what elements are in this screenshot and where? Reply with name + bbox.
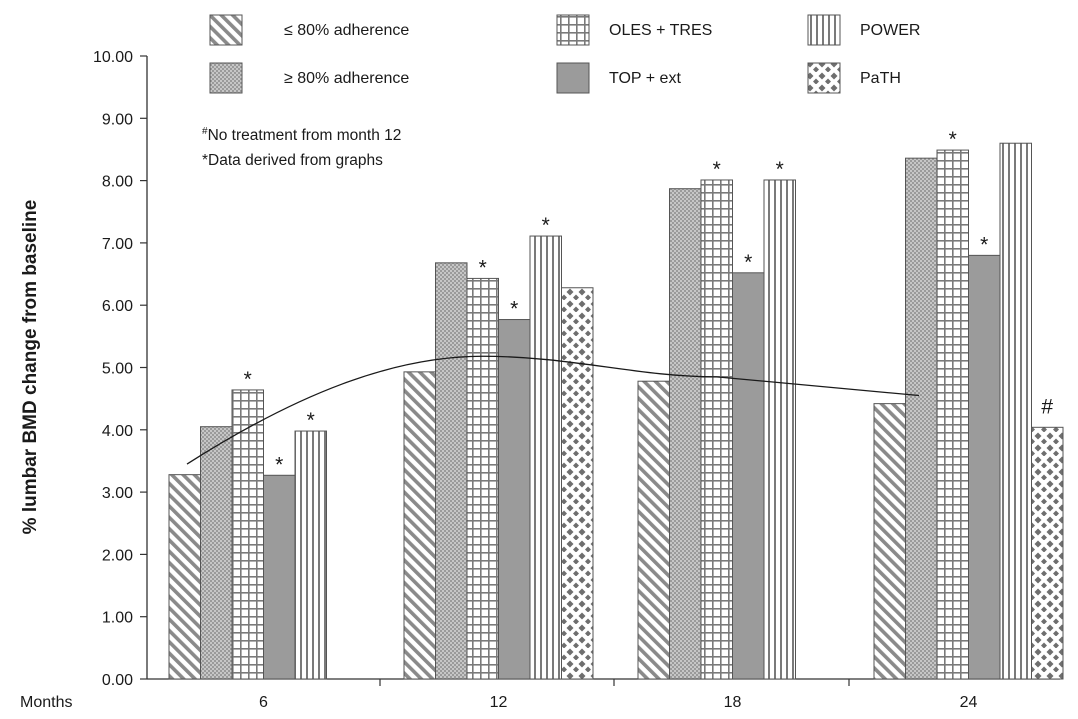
legend-swatch: [807, 62, 841, 94]
asterisk-marker: *: [510, 298, 518, 321]
y-tick-label: 10.00: [93, 49, 133, 66]
y-tick-label: 8.00: [102, 174, 133, 191]
note-text: No treatment from month 12: [208, 127, 402, 144]
legend-label: PaTH: [860, 70, 901, 87]
legend-swatch: [807, 14, 841, 46]
y-tick-label: 3.00: [102, 485, 133, 502]
y-tick-label: 1.00: [102, 610, 133, 627]
trend-line: [186, 355, 920, 465]
bar-dotted: [669, 188, 702, 680]
legend-swatch: [209, 14, 243, 46]
asterisk-marker: *: [744, 251, 752, 274]
bar-grid: [231, 389, 264, 680]
bar-vertical-lines: [294, 430, 327, 680]
note-prefix: #: [202, 126, 208, 137]
y-tick-label: 0.00: [102, 672, 133, 689]
x-axis-title: Months: [20, 694, 72, 711]
legend-label: ≥ 80% adherence: [284, 70, 409, 87]
y-tick-label: 4.00: [102, 423, 133, 440]
bar-vertical-lines: [999, 142, 1032, 680]
bar-solid-gray: [968, 254, 1001, 680]
bar-diagonal-hatch: [873, 403, 906, 680]
bar-solid-gray: [498, 319, 531, 680]
asterisk-marker: *: [542, 214, 550, 237]
bar-dotted: [905, 157, 938, 680]
asterisk-marker: *: [949, 128, 957, 151]
legend: ≤ 80% adherence ≥ 80% adherence OLES + TRE…: [209, 14, 920, 94]
bar-dotted: [435, 262, 468, 680]
x-axis-ticks: 6 12 18 24: [259, 679, 978, 711]
asterisk-marker: *: [275, 453, 283, 476]
legend-swatch: [556, 62, 590, 94]
asterisk-marker: *: [713, 158, 721, 181]
bar-grid: [466, 277, 499, 680]
note-data-derived: *Data derived from graphs: [202, 152, 383, 169]
asterisk-marker: *: [776, 158, 784, 181]
legend-swatch: [209, 62, 243, 94]
bar-solid-gray: [732, 272, 765, 680]
y-tick-label: 2.00: [102, 547, 133, 564]
bar-grid: [700, 179, 733, 680]
bar-markers: * * * * * * * * * * * #: [244, 128, 1054, 476]
y-axis-ticks: 0.00 1.00 2.00 3.00 4.00 5.00 6.00 7.00 8.00 9.00…: [93, 49, 147, 689]
bar-vertical-lines: [763, 179, 796, 680]
y-axis-title: % lumbar BMD change from baseline: [20, 200, 41, 535]
bar-solid-gray: [263, 474, 296, 680]
bar-diamonds: [561, 287, 594, 680]
bar-diagonal-hatch: [637, 380, 670, 680]
y-tick-label: 5.00: [102, 361, 133, 378]
x-tick-label: 12: [490, 694, 508, 711]
asterisk-marker: *: [307, 409, 315, 432]
legend-label: TOP + ext: [609, 70, 681, 87]
x-tick-label: 6: [259, 694, 268, 711]
bar-grid: [936, 149, 969, 680]
bar-diamonds: [1031, 426, 1064, 680]
x-tick-label: 18: [724, 694, 742, 711]
bar-vertical-lines: [529, 235, 562, 680]
y-tick-label: 9.00: [102, 111, 133, 128]
x-tick-label: 24: [960, 694, 978, 711]
asterisk-marker: *: [479, 256, 487, 279]
legend-label: ≤ 80% adherence: [284, 22, 409, 39]
legend-label: POWER: [860, 22, 920, 39]
note-no-treatment: #No treatment from month 12: [202, 126, 401, 144]
bar-diagonal-hatch: [168, 474, 201, 680]
asterisk-marker: *: [244, 368, 252, 391]
y-tick-label: 6.00: [102, 298, 133, 315]
bars: [168, 142, 1064, 680]
hash-marker: #: [1041, 395, 1053, 418]
bar-dotted: [200, 426, 233, 680]
legend-label: OLES + TRES: [609, 22, 712, 39]
legend-swatch: [556, 14, 590, 46]
y-tick-label: 7.00: [102, 236, 133, 253]
asterisk-marker: *: [980, 233, 988, 256]
bar-diagonal-hatch: [403, 371, 436, 680]
